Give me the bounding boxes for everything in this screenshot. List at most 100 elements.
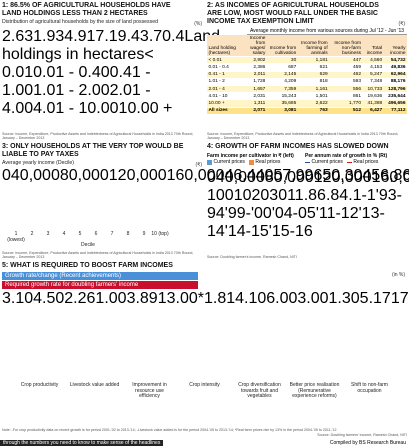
table-cell: 10,733	[362, 85, 384, 94]
table-cell: 1.01 - 2	[207, 78, 239, 86]
value-label: 3.00	[297, 290, 329, 307]
source-note: Source: Income, Expenditure, Productive …	[2, 132, 194, 140]
table-cell: 629	[297, 71, 330, 79]
table-cell: 41,388	[362, 99, 384, 108]
slice-label: 34.9	[55, 28, 87, 45]
table-cell: 556	[329, 85, 363, 94]
y-tick-label: 0	[207, 169, 216, 186]
panel-land-holdings: 1: 86.5% OF AGRICULTURAL HOUSEHOLDS HAVE…	[2, 2, 220, 140]
table-cell: 593	[329, 78, 363, 86]
x-tick-label: '99-'00	[224, 205, 272, 222]
column-header: Income from cultivation	[266, 35, 298, 58]
legend: Farm income per cultivator in ₹ (left) Cu…	[207, 153, 407, 171]
x-tick-label: Crop productivity	[20, 382, 59, 388]
x-tick-label: '13-14	[207, 205, 385, 240]
legend-label: 0.41 - 1.00	[2, 64, 151, 99]
legend-group-title: Farm income per cultivator in ₹ (left)	[207, 153, 294, 159]
source-note: Source: Doubling farmers' income, Ramesh…	[317, 433, 407, 437]
x-tick-label: 7	[110, 231, 114, 237]
value-label: 1.30	[328, 290, 360, 307]
plot-area: 040,00080,000120,000160,000-10010203011.…	[207, 169, 409, 251]
table-cell: 62,964	[383, 71, 407, 79]
value-label: 2.26	[64, 290, 96, 307]
table-cell: 2,622	[297, 99, 330, 108]
table-row: 1.01 - 2 1,728 4,209 818 593 7,348 88,176	[207, 78, 407, 86]
x-tick-label: 2	[30, 231, 34, 237]
x-tick-label: 4	[62, 231, 66, 237]
x-tick-label: 8	[126, 231, 130, 237]
x-tick-label: Livestock value added	[69, 382, 120, 388]
table-cell: < 0.01	[207, 56, 239, 65]
panel-title: 5: WHAT IS REQUIRED TO BOOST FARM INCOME…	[2, 262, 173, 269]
value-label: 3.10	[2, 290, 34, 307]
table-cell: 3,081	[266, 107, 298, 115]
table-cell: 763	[297, 107, 330, 115]
table-cell: 2,902	[238, 56, 267, 65]
table-cell: 19,636	[362, 92, 384, 101]
y-tick-label: 80,000	[59, 167, 109, 184]
value-label: 17.00	[390, 290, 409, 307]
value-label: 46,440	[224, 167, 274, 184]
table-cell: 0.41 - 1	[207, 71, 239, 79]
footer: through the numbers you need to know to …	[0, 438, 409, 447]
table-cell: 2.01 - 4	[207, 85, 239, 94]
data-table: Land holding (hectares) Income from wages…	[207, 35, 407, 115]
table-cell: 2,145	[266, 71, 298, 79]
table-cell: 30	[266, 56, 298, 65]
x-tick-label: 6	[94, 231, 98, 237]
table-cell: 10.00 +	[207, 99, 239, 108]
y-tick-label: 80,000	[264, 169, 314, 186]
legend-label: 10.00 +	[118, 100, 173, 117]
value-label: 56,868	[371, 167, 409, 184]
value-label: 1.81	[203, 290, 236, 307]
y2-tick-label: 30	[269, 187, 288, 204]
table-cell: 6,427	[362, 107, 384, 115]
table-cell: 7,359	[266, 85, 298, 94]
x-tick-label: Crop intensity	[189, 382, 220, 388]
table-row: < 0.01 2,902 30 1,181 447 4,560 54,732	[207, 56, 407, 65]
y-tick-label: 120,000	[108, 167, 167, 184]
legend-swatch	[305, 161, 310, 163]
table-cell: 1,657	[238, 85, 267, 94]
x-tick-label: '93-94	[207, 187, 402, 222]
table-cell: 1,311	[238, 99, 267, 108]
column-header: Income from wages/ salary	[238, 35, 267, 58]
column-header: Income from farming of animals	[297, 35, 330, 58]
source-note: Source: Doubling farmer's income, Ramesh…	[207, 255, 297, 259]
legend-group-title: Per annum rate of growth in % (Rt)	[305, 153, 388, 159]
legend-label: 0.01 - 0.40	[33, 64, 110, 81]
table-cell: 462	[329, 71, 363, 79]
legend-label: Real prices	[353, 159, 379, 166]
slice-label: 31.9	[24, 28, 56, 45]
table-cell: 4,209	[266, 78, 298, 86]
header-row: Land holding (hectares) Income from wages…	[207, 35, 407, 58]
table-cell: 1,728	[238, 78, 267, 86]
unit-label: (in %)	[391, 272, 405, 278]
source-note: Source: Income, Expenditure, Productive …	[2, 251, 194, 259]
x-tick-label: Crop diversification towards fruit and v…	[238, 382, 281, 400]
line-label: 4.1	[339, 187, 362, 204]
table-cell: 4,560	[362, 56, 384, 65]
legend: Growth rate/change (Recent achievements)…	[2, 272, 198, 290]
table-row: 2.01 - 4 1,657 7,359 1,161 556 10,733 128,796	[207, 85, 407, 94]
value-label: 4.10	[235, 290, 267, 307]
legend-title: Land holdings in hectares	[2, 28, 221, 63]
table-cell: 2,071	[238, 107, 267, 115]
table-cell: 0.01 - 0.4	[207, 63, 239, 72]
legend-item: Current prices	[305, 159, 343, 165]
x-tick-label: 3	[46, 231, 50, 237]
note: Note: -For crop productivity data on rec…	[2, 428, 337, 432]
legend-label: Current prices	[213, 159, 245, 165]
y2-tick-label: 20	[251, 187, 270, 204]
table-row: All sizes 2,071 3,081 763 512 6,427 77,112	[207, 107, 407, 115]
y-tick-label: 40,000	[10, 167, 60, 184]
y2-tick-label: 10	[233, 187, 252, 204]
table-row: 10.00 +1,311 35,685 2,622 1,770 41,388 496,65…	[207, 99, 407, 108]
column-header: Yearly income	[383, 35, 407, 58]
table-cell: 2,386	[238, 63, 267, 72]
table-cell: 4,153	[362, 63, 384, 72]
line-label: 11.8	[287, 187, 318, 204]
legend-swatch	[346, 161, 352, 163]
chart-svg: 2.631.934.917.19.43.70.4Land holdings in…	[2, 28, 220, 117]
